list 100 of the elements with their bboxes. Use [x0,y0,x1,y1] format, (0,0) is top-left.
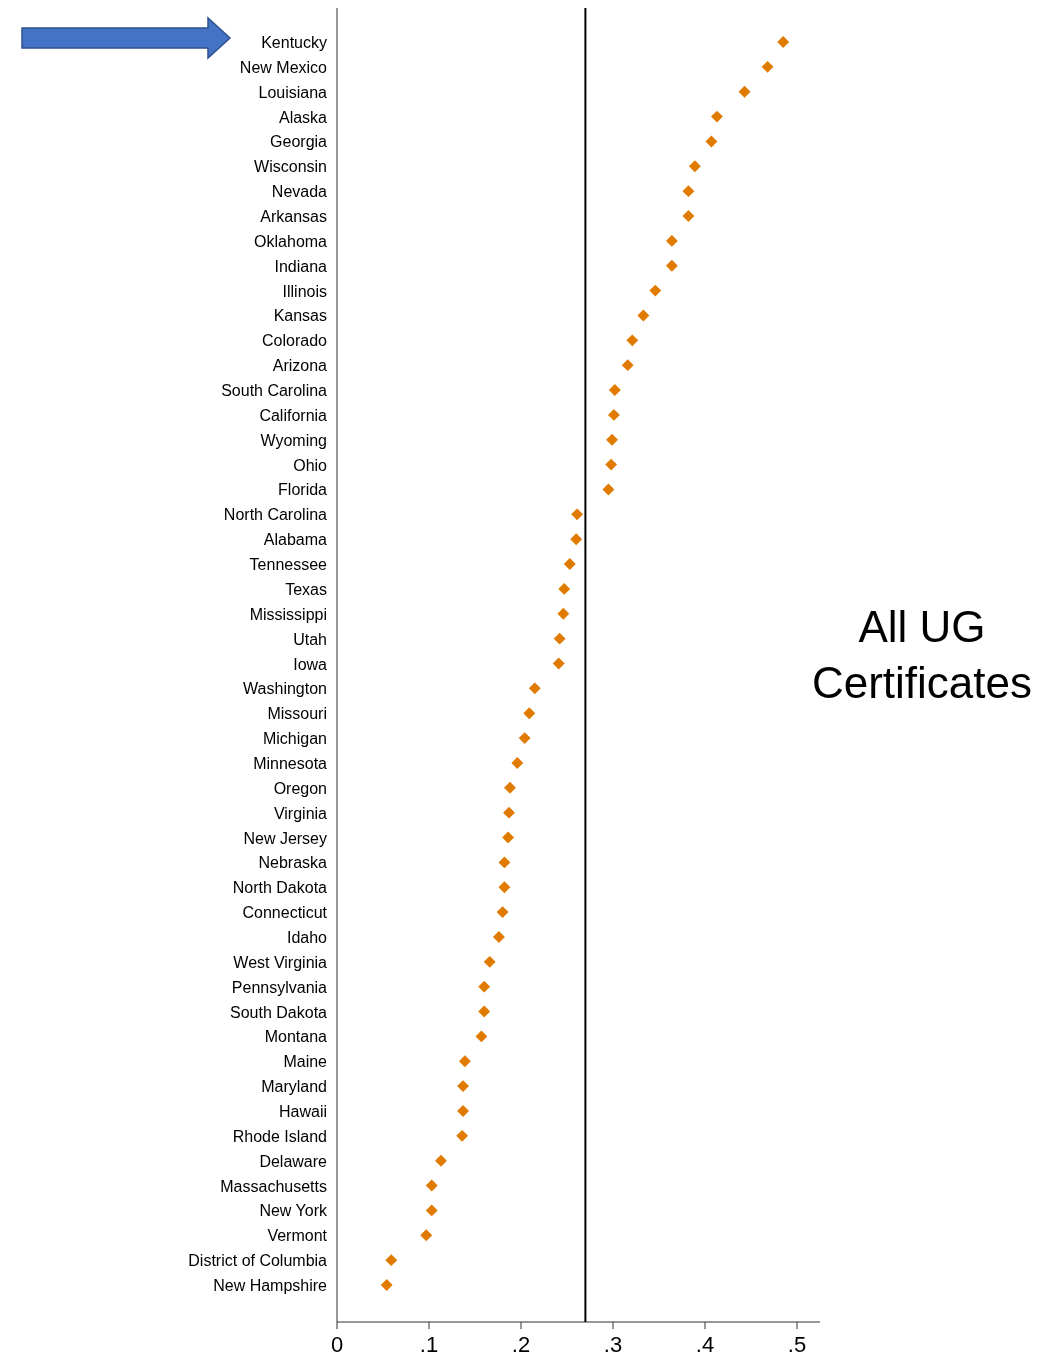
point [380,1279,393,1291]
y-tick-label: District of Columbia [188,1252,328,1270]
x-tick-label: .1 [419,1332,439,1357]
y-tick-label: Minnesota [253,754,328,772]
point [475,1030,488,1043]
y-tick-label: Alabama [263,531,328,549]
point [626,334,639,347]
x-tick-label: .5 [787,1332,807,1357]
point [523,707,536,720]
y-tick-label: Arkansas [260,208,327,226]
point [649,284,662,297]
point [665,259,678,272]
point [483,955,496,968]
y-tick-label: Tennessee [249,556,328,574]
y-tick-label: Maine [283,1053,328,1071]
y-tick-label: Nevada [271,183,328,201]
x-tick-label: .4 [695,1332,715,1357]
y-tick-label: South Carolina [221,382,328,400]
point [553,632,566,645]
y-tick-label: Wyoming [260,431,327,449]
point [602,483,615,496]
y-tick-label: New Hampshire [213,1277,328,1294]
point [385,1254,398,1267]
point [458,1055,471,1068]
point [558,582,571,595]
point [502,831,515,844]
point [563,558,576,570]
x-tick-label: 0 [330,1332,344,1357]
point [777,36,790,48]
point [605,458,618,471]
point [761,60,774,73]
point [621,359,634,372]
y-tick-label: Louisiana [258,83,328,101]
point [705,135,718,148]
x-tick-label: .2 [511,1332,531,1357]
point [498,881,511,894]
point [503,806,515,819]
point [606,433,619,446]
y-tick-label: Vermont [267,1227,328,1245]
y-tick-label: Washington [243,680,327,698]
y-tick-label: Massachusetts [220,1177,327,1195]
y-tick-label: North Dakota [232,879,328,897]
point [511,757,524,769]
point [457,1080,469,1093]
point [498,856,511,869]
point [456,1129,469,1142]
y-tick-label: Colorado [262,332,328,350]
y-tick-label: Nebraska [258,854,328,872]
y-tick-label: Hawaii [278,1102,327,1120]
y-tick-label: Michigan [262,730,327,748]
point [711,110,723,123]
y-tick-label: New Mexico [239,58,328,76]
y-tick-label: New York [259,1202,328,1220]
point [665,234,678,247]
point [528,682,541,695]
point [478,1005,491,1018]
point [420,1229,433,1242]
point [608,384,621,396]
y-tick-label: West Virginia [233,953,328,971]
point [637,309,650,322]
point [571,508,584,521]
point [552,657,565,670]
y-tick-label: Illinois [282,282,327,300]
y-tick-label: Georgia [270,133,328,151]
point [435,1154,447,1167]
point [504,781,516,794]
y-tick-label: Missouri [267,705,327,723]
point [570,533,583,546]
y-tick-label: Oklahoma [254,232,328,250]
y-tick-label: Maryland [261,1078,327,1096]
y-tick-label: Delaware [259,1152,328,1170]
y-tick-label: Texas [285,580,327,598]
y-tick-label: Arizona [272,357,328,375]
point [492,931,505,943]
y-tick-label: California [259,406,328,424]
y-tick-label: Idaho [286,928,328,946]
y-tick-label: Oregon [273,779,327,797]
point [557,607,570,620]
point [425,1204,438,1217]
y-tick-label: Kansas [273,307,327,325]
point [682,210,695,222]
y-tick-label: New Jersey [243,829,327,847]
y-tick-label: Alaska [278,108,328,126]
y-tick-label: Virginia [273,804,328,822]
point [738,85,751,98]
point [682,185,695,198]
y-tick-label: Wisconsin [254,158,327,176]
point [425,1179,438,1192]
y-tick-label: Ohio [293,456,328,474]
text: All UG Certificates [811,602,1033,707]
y-tick-label: Rhode Island [232,1127,327,1145]
y-tick-label: Iowa [293,655,328,673]
point [688,160,701,173]
y-tick-label: Utah [293,630,327,648]
y-tick-label: Kentucky [261,34,327,51]
point [457,1105,469,1117]
y-tick-label: Florida [278,481,328,499]
y-tick-label: Connecticut [242,904,328,922]
x-tick-label: .3 [603,1332,623,1357]
y-tick-label: Mississippi [249,605,327,623]
